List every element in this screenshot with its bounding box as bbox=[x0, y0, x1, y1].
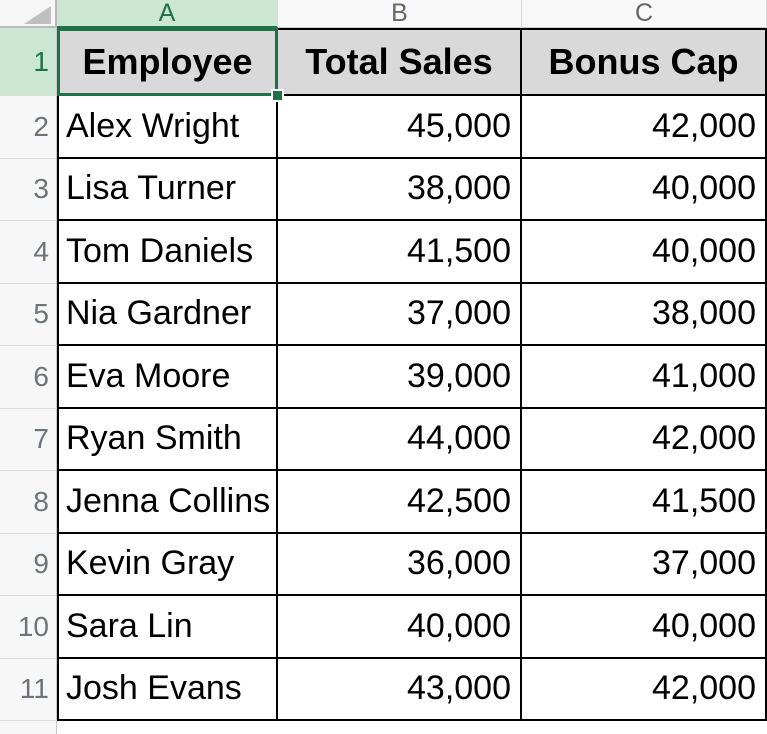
cell-a6[interactable]: Eva Moore bbox=[57, 346, 278, 409]
cell-a5[interactable]: Nia Gardner bbox=[57, 283, 278, 346]
cell-c6[interactable]: 41,000 bbox=[522, 346, 767, 409]
table-row: 10 Sara Lin 40,000 40,000 bbox=[0, 596, 767, 659]
row-header-2[interactable]: 2 bbox=[0, 96, 57, 159]
cell-a11[interactable]: Josh Evans bbox=[57, 658, 278, 721]
row-header-6[interactable]: 6 bbox=[0, 346, 57, 409]
cell-a1-employee-header[interactable]: Employee bbox=[57, 28, 278, 96]
row-header-7[interactable]: 7 bbox=[0, 408, 57, 471]
cell-b4[interactable]: 41,500 bbox=[278, 221, 522, 284]
cell-b8[interactable]: 42,500 bbox=[278, 471, 522, 534]
column-header-b[interactable]: B bbox=[278, 0, 522, 28]
cell-b6[interactable]: 39,000 bbox=[278, 346, 522, 409]
cell-b9[interactable]: 36,000 bbox=[278, 533, 522, 596]
cell-b10[interactable]: 40,000 bbox=[278, 596, 522, 659]
cell-b5[interactable]: 37,000 bbox=[278, 283, 522, 346]
cell-c7[interactable]: 42,000 bbox=[522, 408, 767, 471]
row-header-1[interactable]: 1 bbox=[0, 28, 57, 96]
table-row: 9 Kevin Gray 36,000 37,000 bbox=[0, 533, 767, 596]
empty-cells[interactable] bbox=[57, 721, 767, 734]
table-row: 3 Lisa Turner 38,000 40,000 bbox=[0, 158, 767, 221]
table-row: 5 Nia Gardner 37,000 38,000 bbox=[0, 283, 767, 346]
table-row: 6 Eva Moore 39,000 41,000 bbox=[0, 346, 767, 409]
cell-a3[interactable]: Lisa Turner bbox=[57, 158, 278, 221]
cell-b7[interactable]: 44,000 bbox=[278, 408, 522, 471]
cell-a4[interactable]: Tom Daniels bbox=[57, 221, 278, 284]
cell-b3[interactable]: 38,000 bbox=[278, 158, 522, 221]
column-header-c[interactable]: C bbox=[522, 0, 767, 28]
cell-c9[interactable]: 37,000 bbox=[522, 533, 767, 596]
cell-a10[interactable]: Sara Lin bbox=[57, 596, 278, 659]
row-header-4[interactable]: 4 bbox=[0, 221, 57, 284]
row-header-10[interactable]: 10 bbox=[0, 596, 57, 659]
select-all-triangle-icon bbox=[24, 6, 51, 24]
row-header-3[interactable]: 3 bbox=[0, 158, 57, 221]
table-row: 1 Employee Total Sales Bonus Cap bbox=[0, 28, 767, 96]
cell-c1-bonus-cap-header[interactable]: Bonus Cap bbox=[522, 28, 767, 96]
cell-c5[interactable]: 38,000 bbox=[522, 283, 767, 346]
cell-a7[interactable]: Ryan Smith bbox=[57, 408, 278, 471]
cell-a2[interactable]: Alex Wright bbox=[57, 96, 278, 159]
cell-c8[interactable]: 41,500 bbox=[522, 471, 767, 534]
cell-b1-total-sales-header[interactable]: Total Sales bbox=[278, 28, 522, 96]
table-row: 7 Ryan Smith 44,000 42,000 bbox=[0, 408, 767, 471]
column-header-strip: A B C bbox=[0, 0, 767, 28]
row-header-8[interactable]: 8 bbox=[0, 471, 57, 534]
table-row: 2 Alex Wright 45,000 42,000 bbox=[0, 96, 767, 159]
row-header-11[interactable]: 11 bbox=[0, 658, 57, 721]
cell-a9[interactable]: Kevin Gray bbox=[57, 533, 278, 596]
cell-c2[interactable]: 42,000 bbox=[522, 96, 767, 159]
cell-b2[interactable]: 45,000 bbox=[278, 96, 522, 159]
row-header-5[interactable]: 5 bbox=[0, 283, 57, 346]
table-row: 11 Josh Evans 43,000 42,000 bbox=[0, 658, 767, 721]
fill-handle[interactable] bbox=[271, 89, 284, 102]
cell-c10[interactable]: 40,000 bbox=[522, 596, 767, 659]
cell-a8[interactable]: Jenna Collins bbox=[57, 471, 278, 534]
table-row: 8 Jenna Collins 42,500 41,500 bbox=[0, 471, 767, 534]
table-row: 4 Tom Daniels 41,500 40,000 bbox=[0, 221, 767, 284]
cell-c11[interactable]: 42,000 bbox=[522, 658, 767, 721]
cell-b11[interactable]: 43,000 bbox=[278, 658, 522, 721]
select-all-button[interactable] bbox=[0, 0, 57, 28]
row-header-12[interactable] bbox=[0, 721, 57, 734]
cell-c4[interactable]: 40,000 bbox=[522, 221, 767, 284]
table-row bbox=[0, 721, 767, 734]
row-header-9[interactable]: 9 bbox=[0, 533, 57, 596]
column-header-a[interactable]: A bbox=[57, 0, 278, 28]
cell-c3[interactable]: 40,000 bbox=[522, 158, 767, 221]
